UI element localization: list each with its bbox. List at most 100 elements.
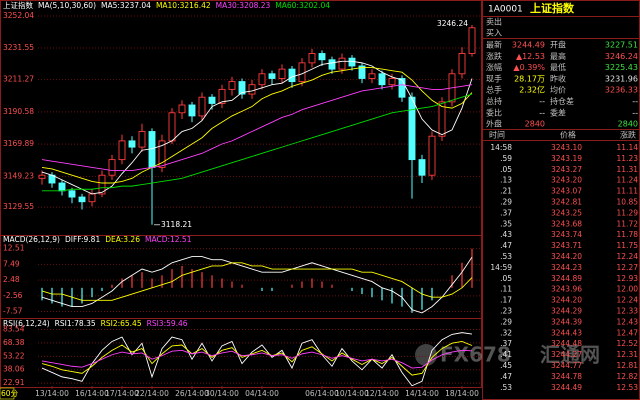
tick-time: .05 (500, 165, 512, 174)
stat-label: 昨收 (550, 73, 566, 83)
tick-time: .47 (500, 372, 512, 381)
tick-price: 3242.81 (551, 198, 582, 207)
candle-body (78, 196, 86, 203)
series-line (41, 84, 473, 171)
series-line (41, 256, 473, 314)
candle-body (328, 59, 336, 70)
candle-body (158, 140, 166, 168)
quote-code: 1A0001 (488, 5, 523, 15)
tick-price: 3244.20 (551, 296, 582, 305)
candle-body (428, 135, 436, 176)
stat-label: 总持 (486, 96, 502, 106)
candle-body (438, 101, 446, 137)
candle-body (458, 53, 466, 75)
tick-header: 时间 (489, 130, 505, 140)
legend-entry: RSI1:78.35 (55, 319, 96, 328)
candle-body (238, 81, 246, 95)
tick-change: 11.29 (617, 208, 639, 217)
tick-time: .45 (500, 361, 512, 370)
tick-price: 3243.20 (551, 176, 582, 185)
y-tick-label: 38.06 (3, 365, 25, 374)
stat-value: -- (539, 97, 545, 106)
stat-value: 3236.33 (605, 86, 638, 95)
tick-change: 10.85 (617, 198, 639, 207)
tick-change: 12.81 (617, 361, 639, 370)
stat-value: 28.17万 (514, 74, 545, 83)
candle-body (418, 159, 426, 176)
stat-value: ▲12.53 (516, 52, 545, 61)
y-tick-label: 83.54 (3, 324, 25, 333)
candle-body (168, 112, 176, 142)
stat-value: -- (632, 108, 638, 117)
tick-change: 11.72 (617, 219, 639, 228)
y-tick-label: 2.48 (3, 275, 20, 284)
tick-time: .29 (500, 317, 512, 326)
tick-price: 3244.27 (551, 350, 582, 359)
stat-label: 外盘 (486, 119, 502, 129)
legend-entry: MA(5,10,30,60) (38, 1, 96, 10)
candle-body (378, 73, 386, 86)
candle-body (188, 104, 196, 117)
x-tick-label: 06/14:00 (305, 389, 339, 398)
tick-time: .17 (500, 296, 512, 305)
tick-change: 12.47 (617, 328, 639, 337)
tick-time: .35 (500, 219, 512, 228)
watermark-name: 汇通网 (540, 343, 600, 367)
candle-body (398, 78, 406, 98)
candle-body (108, 159, 116, 176)
x-tick-label: 04/14:00 (245, 389, 279, 398)
y-tick-label: 22.91 (3, 378, 25, 387)
candle-body (408, 96, 416, 161)
x-tick-label: 22/14:00 (135, 389, 169, 398)
legend-entry: DEA:3.26 (105, 235, 140, 244)
candle-body (298, 62, 306, 83)
candle-body (368, 73, 376, 79)
legend-entry: MA10:3216.42 (156, 1, 211, 10)
order-label: 买入 (486, 29, 502, 38)
tick-price: 3243.19 (551, 154, 582, 163)
stat-value: ▲0.39% (513, 63, 545, 72)
y-tick-label: 53.22 (3, 351, 25, 360)
y-tick-label: 68.38 (3, 338, 25, 347)
y-tick-label: 3149.23 (3, 171, 34, 180)
tick-price: 3244.43 (551, 328, 582, 337)
series-line (41, 341, 473, 376)
candle-body (268, 73, 276, 79)
tick-time: .05 (500, 274, 512, 283)
x-tick-label: 17/14:00 (105, 389, 139, 398)
candle-body (308, 53, 316, 64)
y-tick-label: 7.49 (3, 259, 20, 268)
tick-time: .29 (500, 198, 512, 207)
tick-time: .53 (500, 383, 512, 392)
stat-label: 委比 (486, 107, 502, 117)
tick-price: 3244.77 (551, 361, 582, 370)
candle-body (58, 182, 66, 192)
tick-time: .53 (500, 252, 512, 261)
stat-label: 委差 (550, 107, 566, 117)
series-line (41, 262, 473, 301)
tick-time: .59 (500, 154, 512, 163)
watermark-logo (415, 344, 437, 366)
tick-change: 12.24 (617, 296, 639, 305)
tick-time: .23 (500, 307, 512, 316)
candle-body (278, 68, 286, 79)
y-tick-label: 3252.04 (3, 11, 34, 20)
stat-value: 2840 (525, 120, 545, 129)
series-line (42, 93, 473, 192)
candle-body (358, 65, 366, 79)
tick-time: .43 (500, 230, 512, 239)
y-tick-label: 3190.58 (3, 107, 34, 116)
candle-body (258, 73, 266, 86)
series-line (41, 349, 473, 369)
stat-label: 均价 (550, 85, 566, 95)
x-tick-label: 12/14:00 (365, 389, 399, 398)
stat-label: 最高 (550, 51, 566, 61)
candle-body (218, 88, 226, 104)
tick-price: 3243.10 (551, 143, 582, 152)
x-tick-label: 13/14:00 (35, 389, 69, 398)
tick-price: 3243.68 (551, 219, 582, 228)
tick-price: 3244.49 (551, 383, 582, 392)
stat-label: 开盘 (550, 40, 566, 50)
